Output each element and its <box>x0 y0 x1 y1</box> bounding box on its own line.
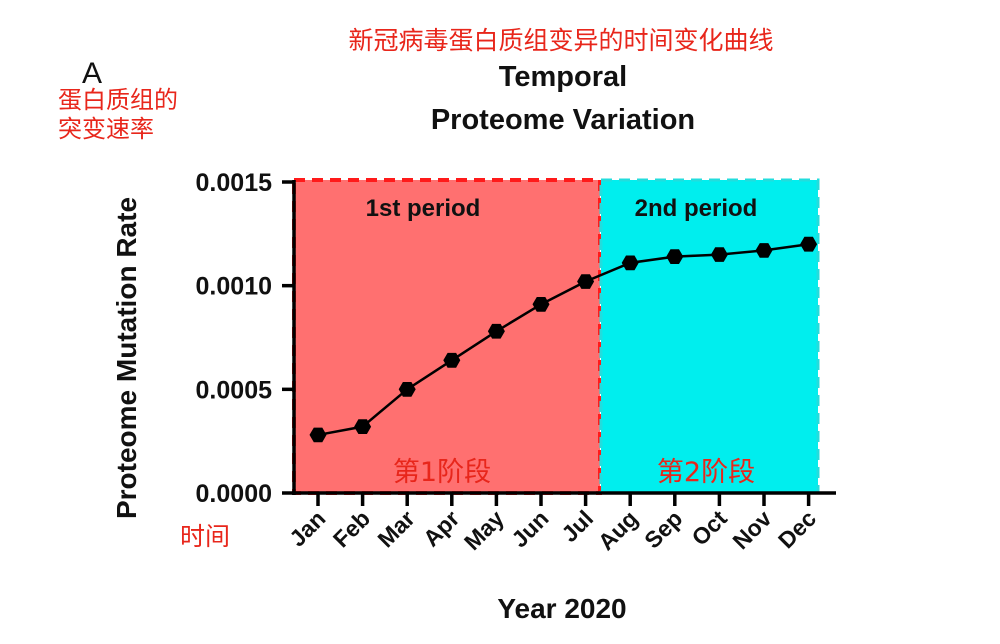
x-tick-label: Aug <box>593 505 643 555</box>
data-point <box>443 352 461 368</box>
chart-title-line1: Temporal <box>499 61 627 93</box>
x-axis-label: Year 2020 <box>497 593 626 624</box>
period-2-cn-annotation: 第2阶段 <box>657 457 755 488</box>
x-tick-label: Nov <box>727 505 776 554</box>
data-point <box>666 249 684 264</box>
x-tick-label: Mar <box>372 505 419 552</box>
y-axis-label-cn-line1: 蛋白质组的 <box>58 86 178 114</box>
data-point <box>755 243 773 258</box>
y-tick-label: 0.0005 <box>196 376 273 404</box>
x-axis-label-cn: 时间 <box>180 522 230 551</box>
y-tick-label: 0.0000 <box>196 480 272 508</box>
period-2-label: 2nd period <box>635 195 758 222</box>
period-2-region <box>599 178 820 495</box>
data-point <box>621 255 639 271</box>
x-tick-label: Jul <box>556 505 598 547</box>
y-tick-label: 0.0015 <box>196 169 273 197</box>
data-point <box>398 382 416 397</box>
period-1-region <box>292 178 602 495</box>
x-tick-label: Jun <box>506 505 553 552</box>
x-tick-label: Feb <box>328 505 375 552</box>
x-tick-label: Apr <box>418 505 464 551</box>
x-tick-label: Oct <box>686 505 732 551</box>
data-point <box>309 427 327 443</box>
x-tick-label: May <box>459 505 509 555</box>
chart-title-line2: Proteome Variation <box>431 104 695 136</box>
period-1-label: 1st period <box>366 195 481 222</box>
x-tick-label: Sep <box>639 505 687 553</box>
data-point <box>800 236 818 252</box>
x-tick-label: Dec <box>773 505 821 553</box>
data-point <box>577 274 595 289</box>
y-axis-label-cn-line2: 突变速率 <box>58 115 154 143</box>
y-axis-label: Proteome Mutation Rate <box>111 197 142 519</box>
x-tick-label: Jan <box>284 505 330 551</box>
data-point <box>532 297 550 312</box>
data-point <box>710 247 728 262</box>
panel-letter: A <box>82 57 102 90</box>
data-point <box>487 323 505 339</box>
chart-title-cn: 新冠病毒蛋白质组变异的时间变化曲线 <box>348 26 773 55</box>
data-point <box>354 419 372 434</box>
y-tick-label: 0.0010 <box>196 273 272 301</box>
period-1-cn-annotation: 第1阶段 <box>393 457 491 488</box>
